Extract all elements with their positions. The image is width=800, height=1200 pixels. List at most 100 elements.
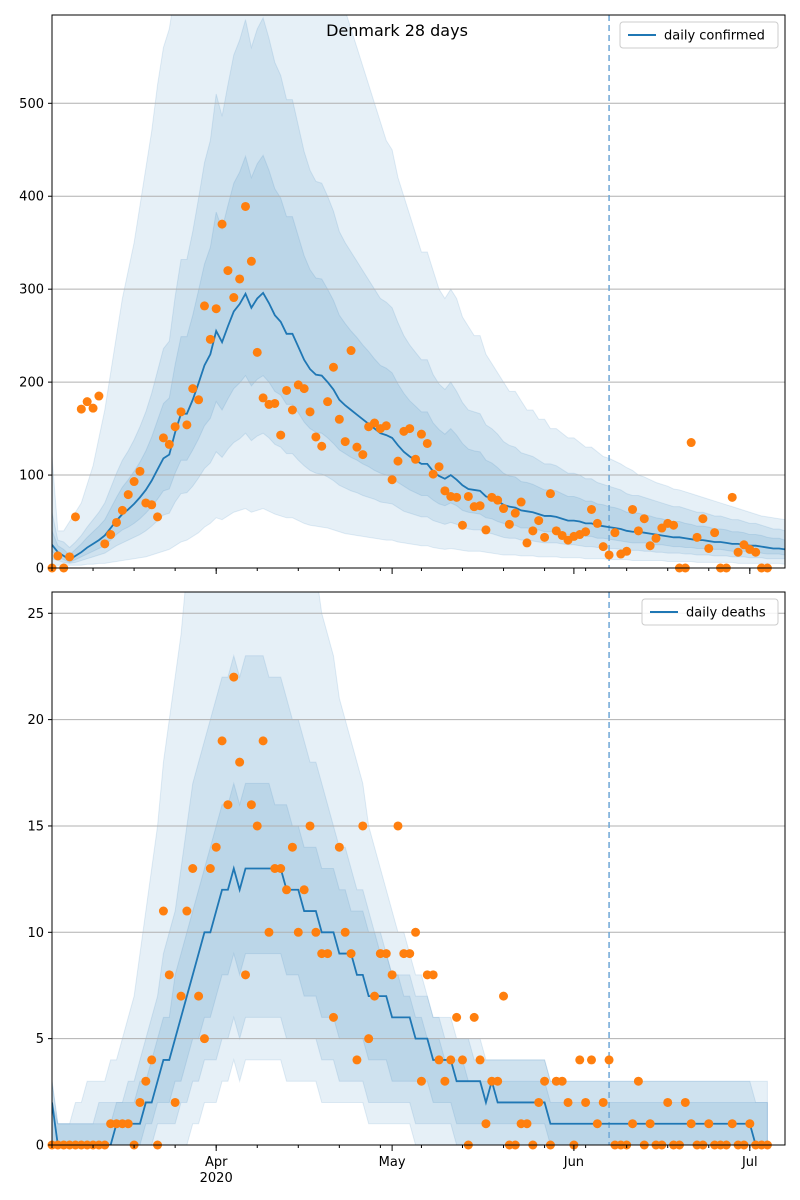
observed-point: [686, 1119, 696, 1129]
x-tick-label: Jul: [741, 1155, 758, 1170]
legend-label: daily confirmed: [664, 29, 765, 44]
observed-point: [299, 384, 309, 394]
observed-point: [199, 301, 209, 311]
observed-point: [264, 927, 274, 937]
observed-point: [680, 1097, 690, 1107]
observed-point: [147, 1055, 157, 1065]
observed-point: [211, 304, 221, 314]
observed-point: [182, 420, 192, 430]
observed-point: [751, 547, 761, 557]
observed-point: [323, 397, 333, 407]
observed-point: [393, 821, 403, 831]
observed-point: [164, 439, 174, 449]
y-tick-label: 500: [19, 97, 44, 112]
observed-point: [346, 949, 356, 959]
observed-point: [387, 475, 397, 485]
observed-point: [387, 970, 397, 980]
y-tick-label: 25: [27, 607, 44, 622]
observed-point: [340, 437, 350, 447]
observed-point: [639, 514, 649, 524]
y-tick-label: 20: [27, 713, 44, 728]
observed-point: [141, 1076, 151, 1086]
observed-point: [704, 1119, 714, 1129]
y-tick-label: 15: [27, 819, 44, 834]
observed-point: [745, 1119, 755, 1129]
observed-point: [446, 1055, 456, 1065]
uncertainty-band-mid: [52, 16, 785, 564]
axes-frame: [51, 14, 786, 569]
observed-point: [123, 490, 133, 500]
observed-point: [123, 1119, 133, 1129]
observed-point: [65, 552, 75, 562]
observed-point: [282, 385, 292, 395]
observed-point: [352, 1055, 362, 1065]
x-tick-label: Jun: [563, 1155, 584, 1170]
uncertainty-band-inner: [52, 154, 785, 563]
x-tick-sublabel: 2020: [200, 1171, 233, 1186]
observed-point: [311, 432, 321, 442]
observed-point: [727, 492, 737, 502]
observed-point: [710, 528, 720, 538]
observed-point: [563, 1097, 573, 1107]
observed-point: [246, 256, 256, 266]
observed-point: [493, 1076, 503, 1086]
observed-point: [493, 495, 503, 505]
observed-point: [434, 462, 444, 472]
observed-point: [393, 456, 403, 466]
observed-point: [53, 551, 63, 561]
observed-point: [475, 1055, 485, 1065]
legend-box: [641, 598, 779, 626]
observed-point: [440, 1076, 450, 1086]
observed-point: [229, 293, 239, 303]
observed-point: [88, 403, 98, 413]
confirmed-panel: 0 100 200 300 400 500 daily confirmed: [19, 14, 786, 577]
observed-point: [334, 842, 344, 852]
observed-point: [282, 885, 292, 895]
observed-point: [633, 526, 643, 536]
legend: daily confirmed: [619, 21, 779, 49]
observed-point: [598, 542, 608, 552]
observed-point: [516, 497, 526, 507]
observed-point: [135, 466, 145, 476]
observed-point: [428, 970, 438, 980]
observed-point: [287, 405, 297, 415]
observed-point: [217, 219, 227, 229]
observed-point: [235, 274, 245, 284]
observed-point: [457, 520, 467, 530]
observed-point: [293, 927, 303, 937]
observed-point: [440, 486, 450, 496]
observed-point: [147, 500, 157, 510]
observed-point: [545, 489, 555, 499]
observed-point: [217, 736, 227, 746]
observed-point: [534, 1097, 544, 1107]
observed-point: [622, 546, 632, 556]
observed-point: [540, 1076, 550, 1086]
observed-point: [434, 1055, 444, 1065]
observed-point: [411, 454, 421, 464]
observed-point: [704, 543, 714, 553]
observed-point: [604, 550, 614, 560]
y-tick-label: 200: [19, 376, 44, 391]
observed-point: [452, 492, 462, 502]
observed-point: [475, 501, 485, 511]
observed-point: [170, 1097, 180, 1107]
observed-point: [663, 1097, 673, 1107]
observed-point: [176, 407, 186, 417]
observed-point: [135, 1097, 145, 1107]
observed-point: [633, 1076, 643, 1086]
observed-point: [223, 266, 233, 276]
observed-point: [182, 906, 192, 916]
x-tick-label: Apr: [205, 1155, 228, 1170]
observed-point: [358, 821, 368, 831]
legend-label: daily deaths: [686, 606, 766, 621]
legend: daily deaths: [641, 598, 779, 626]
observed-point: [241, 970, 251, 980]
observed-point: [381, 421, 391, 431]
observed-point: [651, 533, 661, 543]
observed-point: [686, 438, 696, 448]
observed-point: [628, 1119, 638, 1129]
observed-point: [581, 527, 591, 537]
observed-point: [76, 404, 86, 414]
observed-point: [416, 429, 426, 439]
figure-title: Denmark 28 days: [326, 21, 468, 40]
